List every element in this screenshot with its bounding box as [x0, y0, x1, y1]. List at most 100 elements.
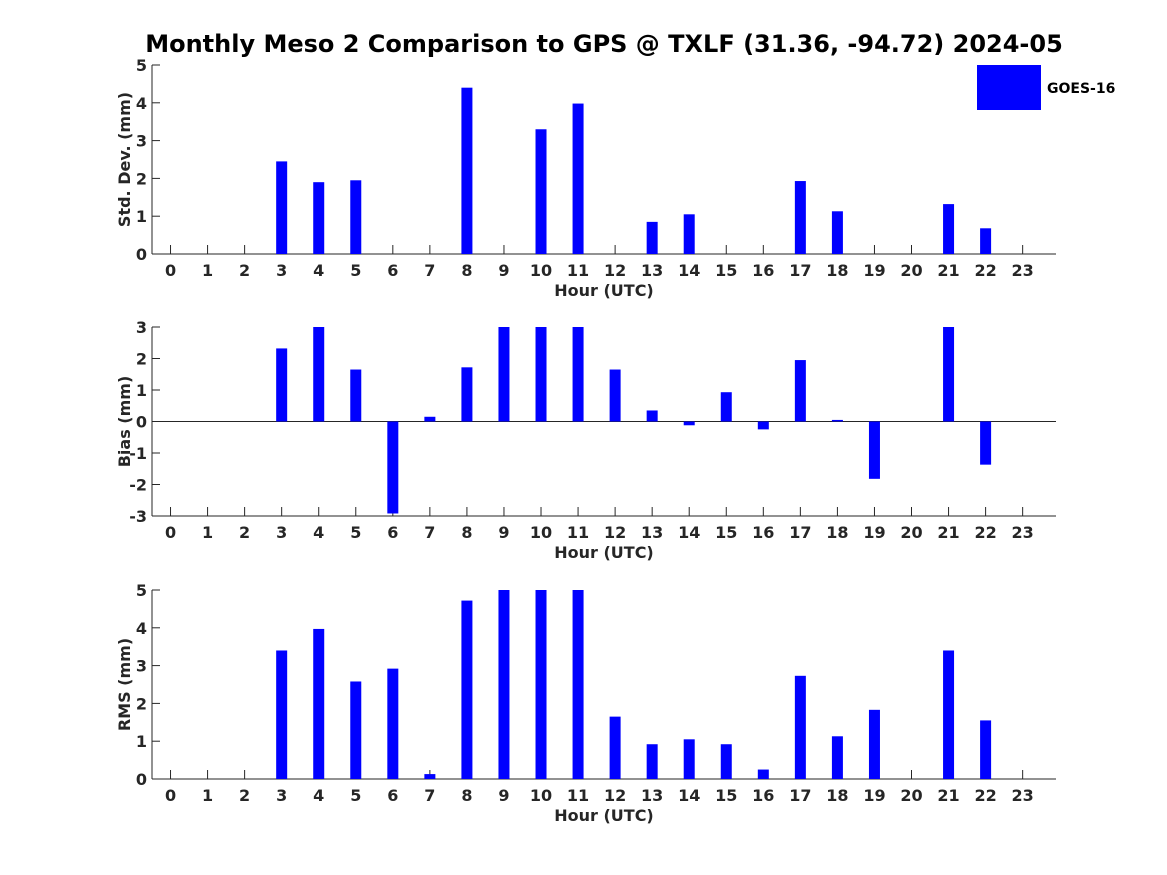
bar-hour-13 [646, 410, 658, 422]
x-tick-label: 19 [863, 786, 885, 805]
bar-hour-7 [424, 774, 436, 779]
bar-hour-16 [757, 769, 769, 779]
y-tick-label: 2 [136, 169, 147, 188]
x-tick-label: 22 [974, 523, 996, 542]
x-tick-label: 2 [239, 261, 250, 280]
x-tick-label: 13 [641, 786, 663, 805]
y-tick-label: 3 [136, 657, 147, 676]
bar-hour-5 [350, 681, 362, 779]
bar-hour-10 [535, 129, 547, 254]
bar-hour-18 [831, 419, 843, 422]
x-tick-label: 9 [498, 523, 509, 542]
x-tick-label: 9 [498, 261, 509, 280]
x-tick-label: 1 [202, 261, 213, 280]
x-tick-label: 4 [313, 261, 324, 280]
bar-hour-4 [313, 182, 325, 254]
bar-hour-13 [646, 221, 658, 254]
y-axis-label: Std. Dev. (mm) [115, 92, 134, 227]
x-tick-label: 23 [1012, 523, 1034, 542]
bar-hour-15 [720, 744, 732, 779]
x-tick-label: 17 [789, 786, 811, 805]
x-tick-label: 12 [604, 523, 626, 542]
x-axis-label: Hour (UTC) [554, 543, 654, 562]
bar-hour-11 [572, 103, 584, 254]
legend-swatch [977, 65, 1041, 110]
y-axis-label: Bias (mm) [115, 376, 134, 468]
x-tick-label: 6 [387, 261, 398, 280]
legend-label: GOES-16 [1047, 81, 1115, 97]
x-tick-label: 12 [604, 261, 626, 280]
bar-hour-18 [831, 211, 843, 254]
x-tick-label: 11 [567, 786, 589, 805]
x-tick-label: 17 [789, 261, 811, 280]
x-tick-label: 21 [937, 786, 959, 805]
y-tick-label: -3 [129, 507, 147, 526]
bar-hour-4 [313, 628, 325, 779]
x-tick-label: 4 [313, 786, 324, 805]
x-tick-label: 20 [900, 261, 922, 280]
x-tick-label: 16 [752, 261, 774, 280]
x-tick-label: 8 [461, 523, 472, 542]
x-tick-label: 5 [350, 523, 361, 542]
y-axis-label: RMS (mm) [115, 638, 134, 731]
bar-hour-10 [535, 327, 547, 422]
y-tick-label: 1 [136, 732, 147, 751]
x-axis-label: Hour (UTC) [554, 806, 654, 825]
x-tick-label: 4 [313, 523, 324, 542]
x-tick-label: 8 [461, 261, 472, 280]
x-tick-label: 2 [239, 523, 250, 542]
x-tick-label: 23 [1012, 786, 1034, 805]
x-tick-label: 7 [424, 786, 435, 805]
bar-hour-11 [572, 590, 584, 779]
bar-hour-21 [943, 327, 955, 422]
y-tick-label: 2 [136, 350, 147, 369]
bar-hour-3 [276, 348, 288, 422]
x-tick-label: 2 [239, 786, 250, 805]
bar-hour-18 [831, 736, 843, 779]
bar-hour-5 [350, 369, 362, 422]
bar-hour-17 [794, 675, 806, 779]
bar-hour-22 [980, 421, 992, 465]
bar-hour-21 [943, 650, 955, 779]
x-tick-label: 10 [530, 786, 552, 805]
x-tick-label: 14 [678, 523, 700, 542]
x-tick-label: 3 [276, 786, 287, 805]
y-tick-label: 3 [136, 318, 147, 337]
x-tick-label: 10 [530, 261, 552, 280]
y-tick-label: 5 [136, 56, 147, 75]
bar-hour-15 [720, 392, 732, 422]
bar-hour-11 [572, 327, 584, 422]
bar-hour-12 [609, 716, 621, 779]
bar-hour-19 [868, 421, 880, 479]
x-tick-label: 19 [863, 261, 885, 280]
bar-hour-14 [683, 421, 695, 426]
chart-title: Monthly Meso 2 Comparison to GPS @ TXLF … [145, 30, 1063, 58]
x-tick-label: 10 [530, 523, 552, 542]
x-tick-label: 7 [424, 261, 435, 280]
legend: GOES-16 [977, 65, 1115, 110]
bar-hour-10 [535, 590, 547, 779]
bar-hour-22 [980, 720, 992, 779]
bar-hour-14 [683, 739, 695, 779]
x-tick-label: 16 [752, 523, 774, 542]
bar-hour-6 [387, 421, 399, 514]
bar-hour-19 [868, 709, 880, 779]
y-tick-label: 0 [136, 413, 147, 432]
x-tick-label: 1 [202, 786, 213, 805]
y-tick-label: 0 [136, 770, 147, 789]
x-axis-label: Hour (UTC) [554, 281, 654, 300]
x-tick-label: 7 [424, 523, 435, 542]
x-tick-label: 6 [387, 523, 398, 542]
bar-hour-22 [980, 228, 992, 254]
x-tick-label: 22 [974, 261, 996, 280]
x-tick-label: 11 [567, 261, 589, 280]
x-tick-label: 18 [826, 786, 848, 805]
bar-hour-8 [461, 87, 473, 255]
bar-hour-5 [350, 180, 362, 254]
x-tick-label: 0 [165, 261, 176, 280]
x-tick-label: 14 [678, 786, 700, 805]
x-tick-label: 11 [567, 523, 589, 542]
